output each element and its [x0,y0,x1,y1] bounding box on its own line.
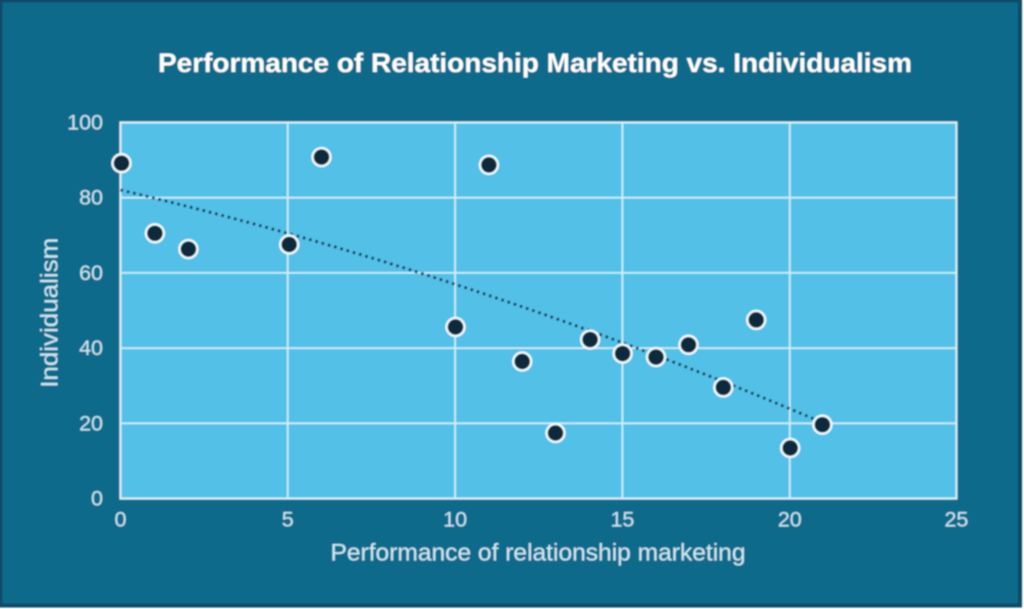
svg-text:100: 100 [67,111,103,135]
svg-text:40: 40 [79,336,103,360]
svg-text:0: 0 [115,508,127,532]
svg-text:15: 15 [610,508,634,532]
svg-text:10: 10 [443,508,467,532]
svg-text:5: 5 [282,508,294,532]
svg-text:Individualism: Individualism [37,238,64,388]
svg-text:20: 20 [79,411,103,435]
svg-text:60: 60 [79,261,103,285]
svg-text:Performance of relationship ma: Performance of relationship marketing [331,540,746,567]
svg-text:25: 25 [944,508,968,532]
svg-text:0: 0 [91,487,103,511]
svg-text:80: 80 [79,186,103,210]
svg-text:Performance of Relationship Ma: Performance of Relationship Marketing vs… [158,48,912,78]
svg-text:20: 20 [778,508,802,532]
